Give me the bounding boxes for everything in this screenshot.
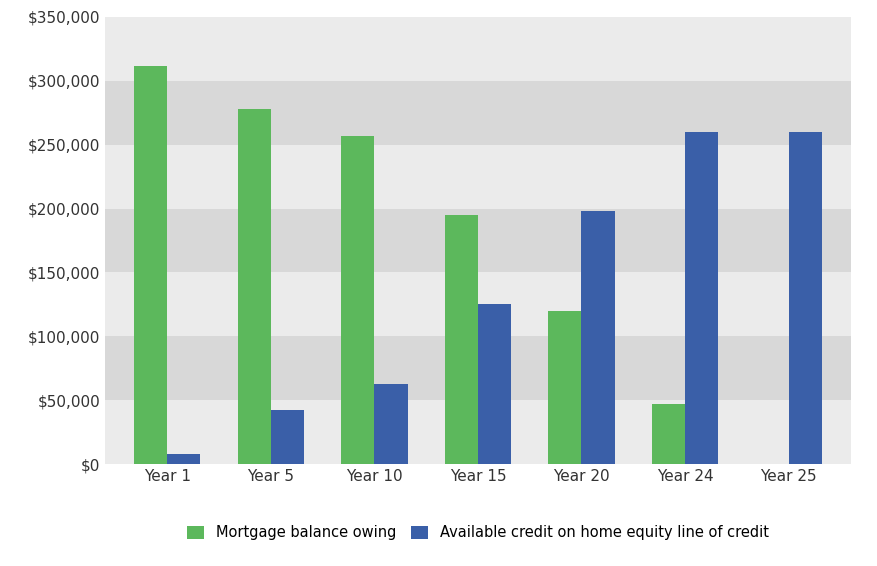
Bar: [445, 215, 478, 464]
Bar: [685, 132, 718, 464]
Bar: [238, 109, 271, 464]
Bar: [271, 410, 304, 464]
Bar: [168, 454, 201, 464]
Bar: [341, 136, 374, 464]
Bar: [105, 81, 851, 145]
Legend: Mortgage balance owing, Available credit on home equity line of credit: Mortgage balance owing, Available credit…: [187, 525, 769, 540]
Bar: [105, 336, 851, 400]
Bar: [478, 305, 511, 464]
Bar: [105, 400, 851, 464]
Bar: [374, 384, 408, 464]
Bar: [105, 272, 851, 336]
Bar: [788, 132, 822, 464]
Bar: [548, 311, 581, 464]
Bar: [105, 145, 851, 209]
Bar: [134, 66, 168, 464]
Bar: [105, 209, 851, 272]
Bar: [581, 211, 615, 464]
Bar: [105, 17, 851, 81]
Bar: [652, 404, 685, 464]
